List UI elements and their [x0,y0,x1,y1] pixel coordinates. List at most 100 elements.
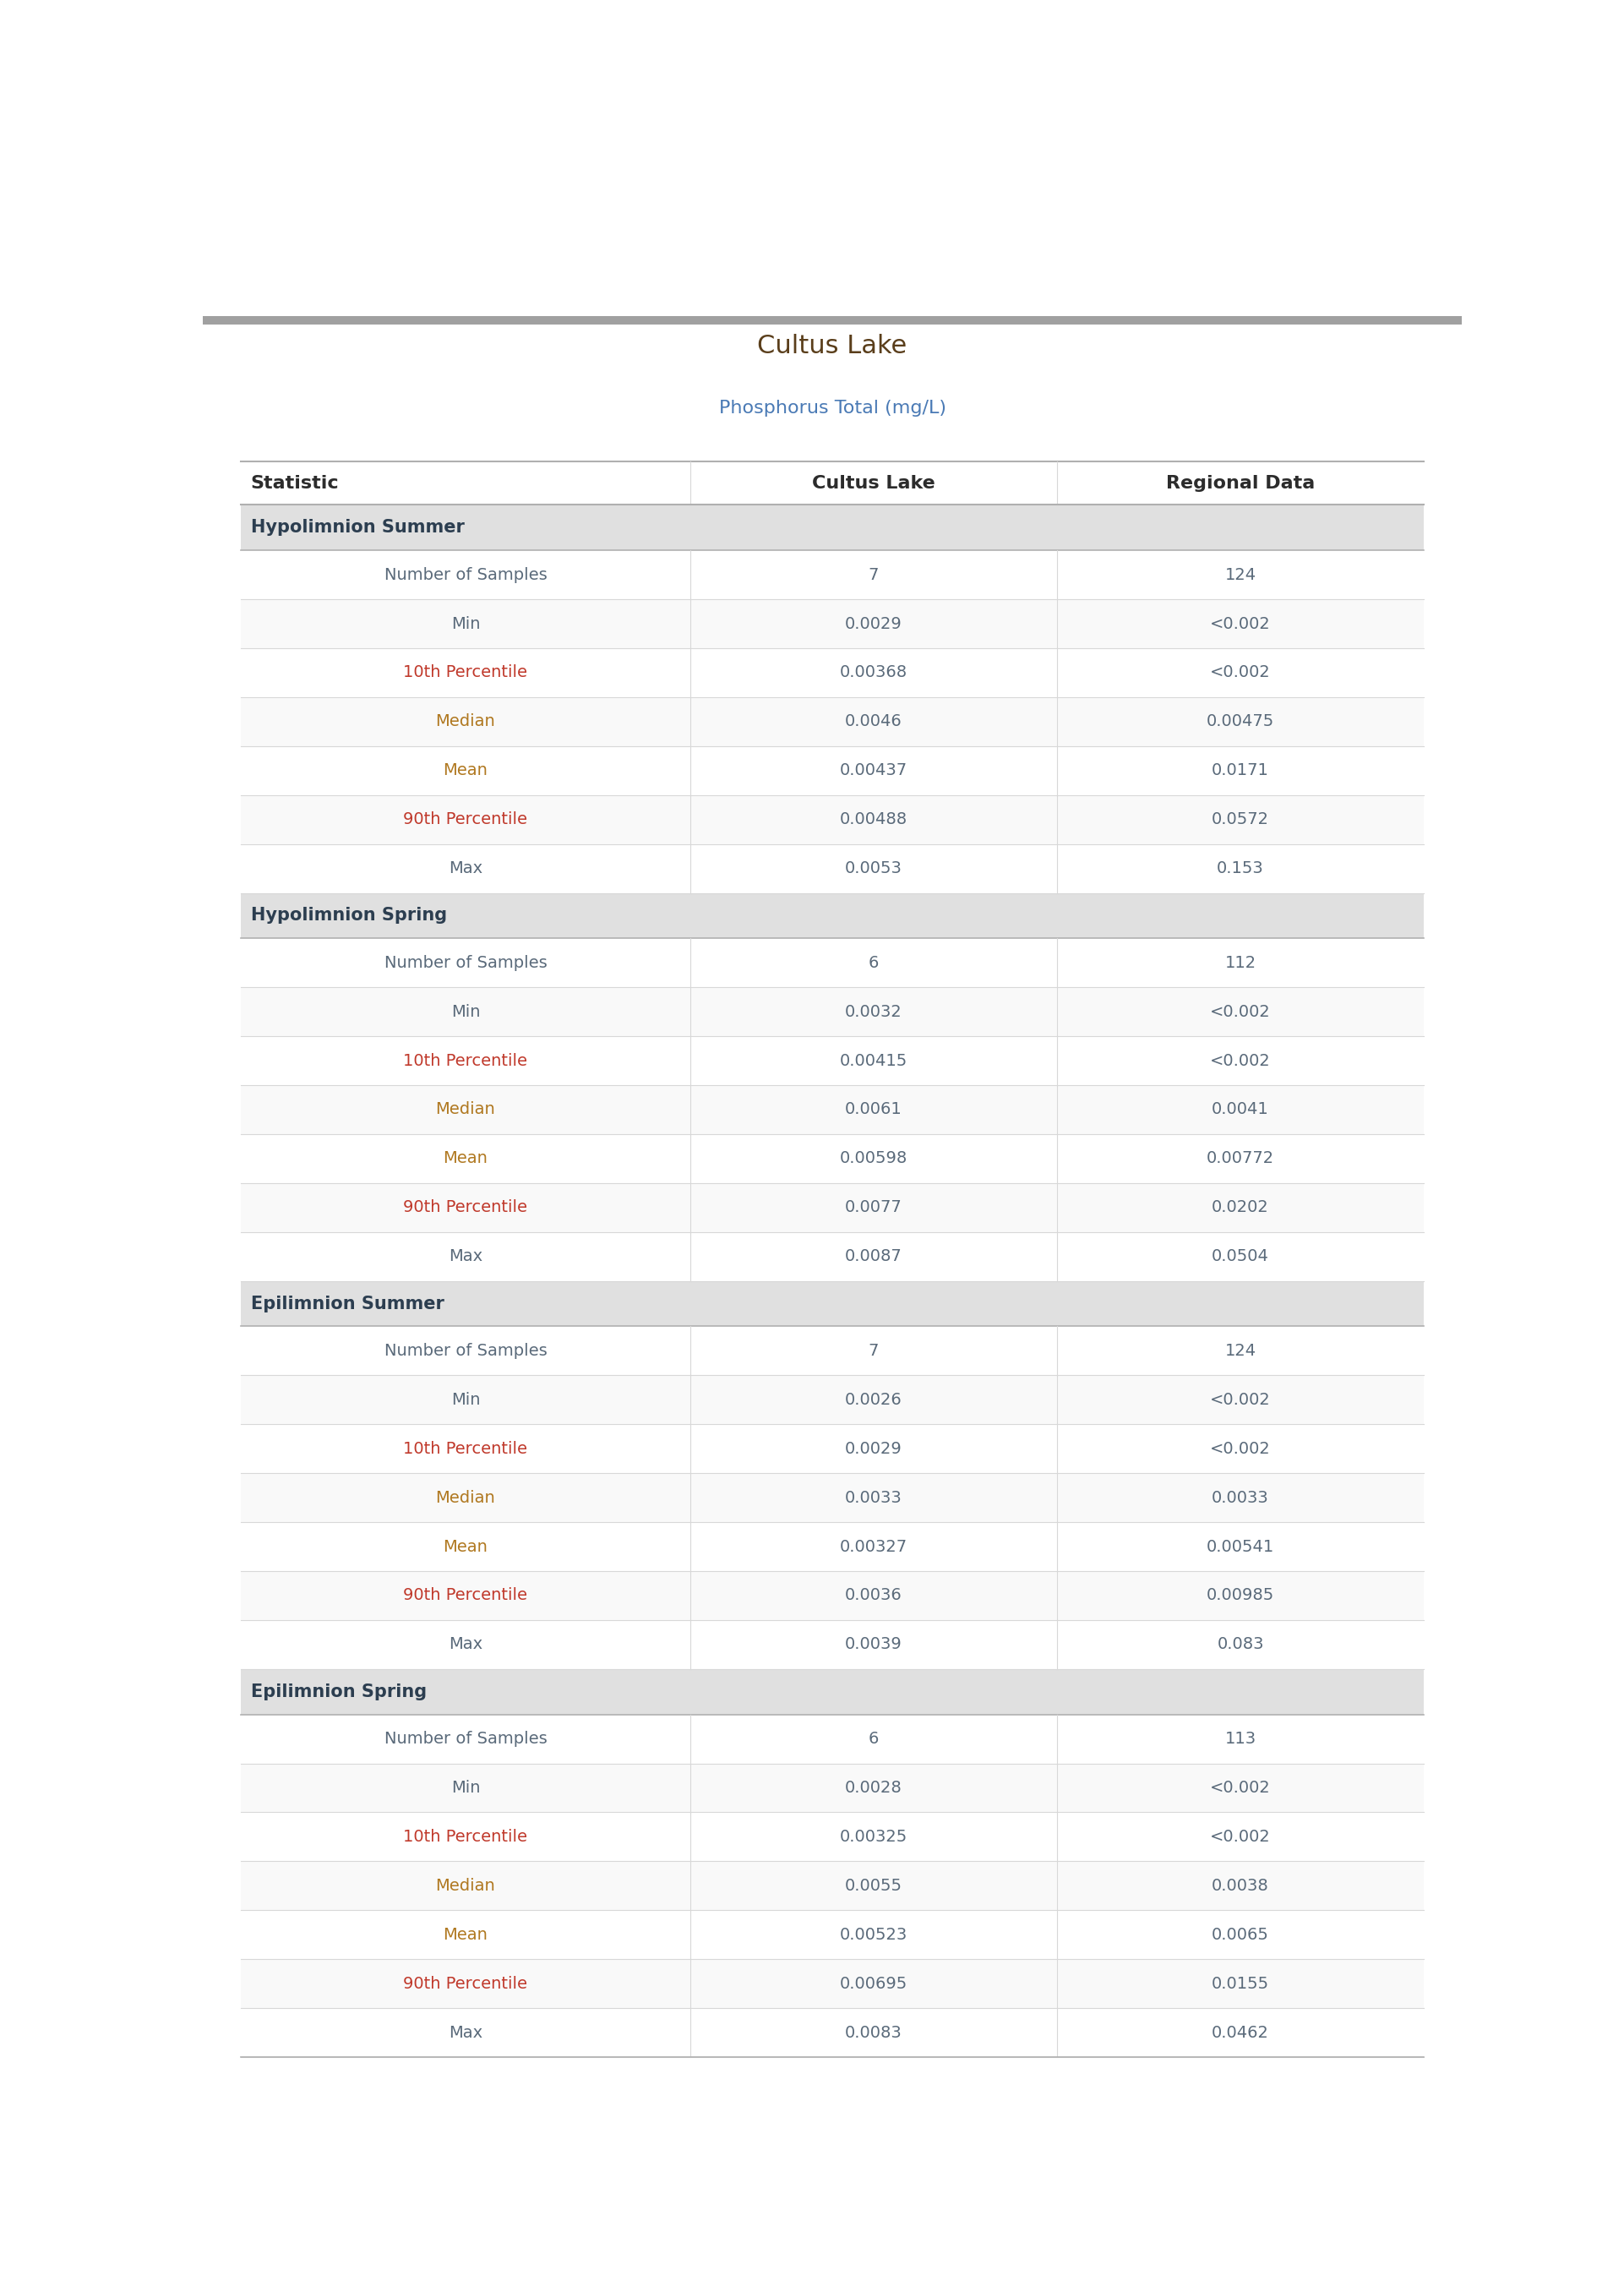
Text: 6: 6 [869,956,879,972]
Text: Number of Samples: Number of Samples [385,956,547,972]
Bar [240,549,1424,599]
Text: 10th Percentile: 10th Percentile [403,665,528,681]
Bar [240,1523,1424,1571]
Text: 90th Percentile: 90th Percentile [403,1587,528,1603]
Text: 6: 6 [869,1730,879,1748]
Text: 0.0572: 0.0572 [1212,810,1270,829]
Text: 0.0065: 0.0065 [1212,1927,1268,1943]
Text: Cultus Lake: Cultus Lake [757,334,908,359]
Text: 0.083: 0.083 [1216,1637,1263,1653]
Text: 0.0083: 0.0083 [844,2025,903,2041]
Text: 0.0029: 0.0029 [844,1441,903,1457]
Text: 0.0155: 0.0155 [1212,1975,1270,1991]
Text: 0.0026: 0.0026 [844,1392,903,1407]
Text: Hypolimnion Spring: Hypolimnion Spring [250,908,447,924]
Text: Median: Median [435,713,495,729]
Bar [240,1280,1424,1326]
Text: <0.002: <0.002 [1210,665,1270,681]
Bar [240,892,1424,938]
Text: 0.00327: 0.00327 [840,1539,908,1555]
Text: 0.00368: 0.00368 [840,665,908,681]
Text: 0.0036: 0.0036 [844,1587,903,1603]
Text: 0.00695: 0.00695 [840,1975,908,1991]
Text: Max: Max [448,1637,482,1653]
Text: Median: Median [435,1489,495,1505]
Bar [240,1326,1424,1376]
Text: Min: Min [451,615,481,631]
Bar [240,987,1424,1035]
Bar [240,504,1424,549]
Text: Max: Max [448,860,482,876]
Bar [240,1233,1424,1280]
Text: 0.0038: 0.0038 [1212,1877,1268,1893]
Text: <0.002: <0.002 [1210,1053,1270,1069]
Text: Mean: Mean [443,1539,487,1555]
Text: Phosphorus Total (mg/L): Phosphorus Total (mg/L) [719,400,945,418]
Text: Number of Samples: Number of Samples [385,1730,547,1748]
Bar [240,1909,1424,1959]
Bar [240,1473,1424,1523]
Text: 112: 112 [1224,956,1255,972]
Text: 0.0061: 0.0061 [844,1101,903,1117]
Bar [240,2009,1424,2057]
Text: Min: Min [451,1780,481,1796]
Text: 0.00523: 0.00523 [840,1927,908,1943]
Text: 0.153: 0.153 [1216,860,1263,876]
Text: <0.002: <0.002 [1210,1780,1270,1796]
Text: 0.0462: 0.0462 [1212,2025,1268,2041]
Text: Min: Min [451,1392,481,1407]
Text: 124: 124 [1224,1344,1255,1360]
Text: Epilimnion Summer: Epilimnion Summer [250,1296,445,1312]
Text: Median: Median [435,1101,495,1117]
Text: 0.0033: 0.0033 [1212,1489,1268,1505]
Text: 0.0029: 0.0029 [844,615,903,631]
Bar [240,1668,1424,1714]
Text: Cultus Lake: Cultus Lake [812,474,935,493]
Text: 7: 7 [869,1344,879,1360]
Bar [240,794,1424,844]
Bar [240,1183,1424,1233]
Text: 0.00437: 0.00437 [840,763,908,779]
Text: <0.002: <0.002 [1210,615,1270,631]
Text: 0.00985: 0.00985 [1207,1587,1275,1603]
Text: 10th Percentile: 10th Percentile [403,1053,528,1069]
Bar [240,1423,1424,1473]
Bar [240,1035,1424,1085]
Text: Number of Samples: Number of Samples [385,568,547,583]
Text: Mean: Mean [443,763,487,779]
Text: 0.0028: 0.0028 [844,1780,903,1796]
Text: 0.0041: 0.0041 [1212,1101,1268,1117]
Bar [240,1714,1424,1764]
Bar [240,1621,1424,1668]
Text: 0.00488: 0.00488 [840,810,908,829]
Text: 124: 124 [1224,568,1255,583]
Bar [240,1861,1424,1909]
Text: Mean: Mean [443,1151,487,1167]
Text: 0.00415: 0.00415 [840,1053,908,1069]
Text: 0.00598: 0.00598 [840,1151,908,1167]
Text: Regional Data: Regional Data [1166,474,1315,493]
Text: Median: Median [435,1877,495,1893]
Text: Epilimnion Spring: Epilimnion Spring [250,1684,427,1700]
Text: <0.002: <0.002 [1210,1830,1270,1846]
Text: 0.0171: 0.0171 [1212,763,1268,779]
Text: 90th Percentile: 90th Percentile [403,810,528,829]
Bar [240,1959,1424,2009]
Bar [240,844,1424,892]
Text: 10th Percentile: 10th Percentile [403,1830,528,1846]
Text: 0.0033: 0.0033 [844,1489,903,1505]
Text: Mean: Mean [443,1927,487,1943]
Text: 0.0053: 0.0053 [844,860,903,876]
Bar [203,316,1462,325]
Text: 90th Percentile: 90th Percentile [403,1975,528,1991]
Bar [240,649,1424,697]
Text: <0.002: <0.002 [1210,1392,1270,1407]
Text: Max: Max [448,1249,482,1264]
Bar [240,938,1424,987]
Bar [240,1571,1424,1621]
Bar [240,1085,1424,1135]
Text: 0.0504: 0.0504 [1212,1249,1268,1264]
Text: 0.00772: 0.00772 [1207,1151,1275,1167]
Text: Statistic: Statistic [250,474,339,493]
Bar [240,599,1424,649]
